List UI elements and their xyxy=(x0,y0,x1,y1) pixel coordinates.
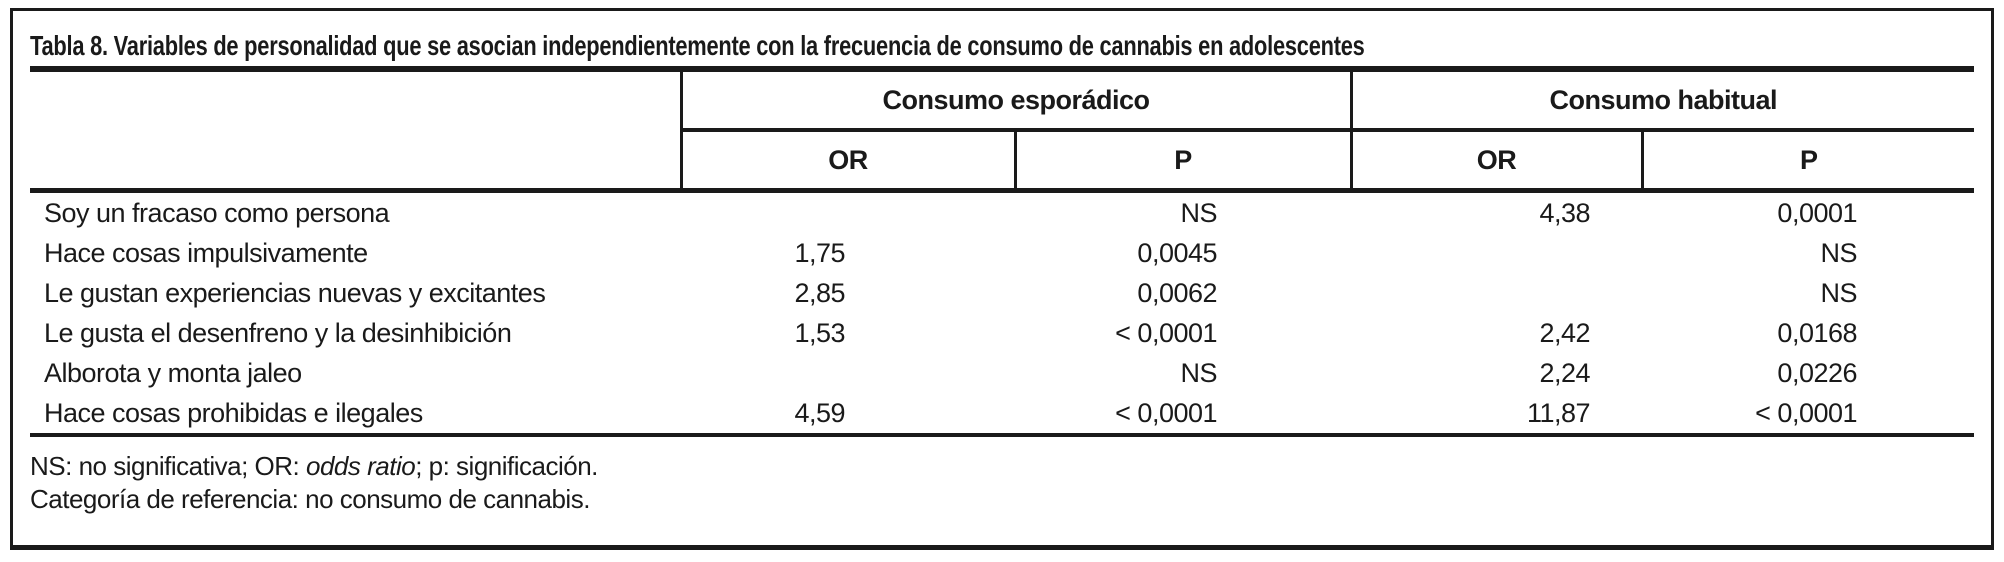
group-header-row: Consumo esporádico Consumo habitual xyxy=(30,69,1975,132)
value-esporadico-p: 0,0062 xyxy=(1137,277,1218,308)
value-habitual-p: < 0,0001 xyxy=(1642,393,1975,437)
value-esporadico-or: 1,75 xyxy=(794,237,845,268)
value-habitual-or xyxy=(1351,273,1642,313)
table-row: Le gusta el desenfreno y la desinhibició… xyxy=(30,313,1974,353)
value-habitual-p: NS xyxy=(1820,237,1858,268)
row-label: Alborota y monta jaleo xyxy=(44,357,302,388)
table-frame: Tabla 8. Variables de personalidad que s… xyxy=(10,8,1994,550)
group-header-esporadico: Consumo esporádico xyxy=(681,69,1353,132)
stub-header-cell xyxy=(30,69,683,130)
row-label: Hace cosas prohibidas e ilegales xyxy=(30,393,681,437)
value-esporadico-or: 4,59 xyxy=(681,393,1015,437)
footnote-text: ; p: significación. xyxy=(415,451,598,481)
value-habitual-or xyxy=(1351,233,1642,273)
value-habitual-or: 2,24 xyxy=(1539,357,1591,388)
row-label: Le gustan experiencias nuevas y excitant… xyxy=(44,277,546,308)
value-habitual-or: 2,42 xyxy=(1539,317,1591,348)
table-row: Hace cosas prohibidas e ilegales 4,59 < … xyxy=(30,393,1975,437)
table-row: Hace cosas impulsivamente 1,75 0,0045 NS xyxy=(30,233,1974,273)
table-row: Alborota y monta jaleo NS 2,24 0,0226 xyxy=(30,353,1974,393)
sub-header-row: OR P OR P xyxy=(30,130,1975,193)
table-title: Tabla 8. Variables de personalidad que s… xyxy=(30,30,1365,61)
col-header-esporadico-p: P xyxy=(1015,130,1353,193)
value-habitual-p: 0,0226 xyxy=(1777,357,1858,388)
row-label: Soy un fracaso como persona xyxy=(44,197,390,228)
table-footnotes: NS: no significativa; OR: odds ratio; p:… xyxy=(30,437,1974,516)
value-esporadico-or: 1,53 xyxy=(794,317,845,348)
data-table: Consumo esporádico Consumo habitual OR P… xyxy=(30,66,1975,437)
row-label: Hace cosas impulsivamente xyxy=(44,237,368,268)
footnote-text: NS: no significativa; OR: xyxy=(30,451,306,481)
value-habitual-p: 0,0001 xyxy=(1777,197,1858,228)
value-esporadico-or: 2,85 xyxy=(794,277,845,308)
value-habitual-or: 4,38 xyxy=(1539,197,1591,228)
value-esporadico-p: < 0,0001 xyxy=(1015,393,1352,437)
group-header-habitual: Consumo habitual xyxy=(1351,69,1975,132)
value-esporadico-or xyxy=(681,353,1015,393)
table-row: Le gustan experiencias nuevas y excitant… xyxy=(30,273,1974,313)
col-header-habitual-p: P xyxy=(1642,130,1975,193)
stub-subheader-cell xyxy=(30,130,683,193)
footnote-reference-category: Categoría de referencia: no consumo de c… xyxy=(30,484,590,514)
value-habitual-p: 0,0168 xyxy=(1777,317,1858,348)
footnote-abbreviations: NS: no significativa; OR: odds ratio; p:… xyxy=(30,450,1974,483)
value-esporadico-p: NS xyxy=(1180,197,1218,228)
value-esporadico-p: 0,0045 xyxy=(1137,237,1218,268)
footnote-italic-term: odds ratio xyxy=(306,451,416,481)
col-header-esporadico-or: OR xyxy=(681,130,1017,193)
value-habitual-p: NS xyxy=(1820,277,1858,308)
table-row: Soy un fracaso como persona NS 4,38 0,00… xyxy=(30,191,1974,234)
value-esporadico-p: < 0,0001 xyxy=(1115,317,1218,348)
value-esporadico-or xyxy=(681,191,1015,234)
value-habitual-or: 11,87 xyxy=(1351,393,1643,437)
col-header-habitual-or: OR xyxy=(1351,130,1644,193)
value-esporadico-p: NS xyxy=(1180,357,1218,388)
row-label: Le gusta el desenfreno y la desinhibició… xyxy=(44,317,512,348)
